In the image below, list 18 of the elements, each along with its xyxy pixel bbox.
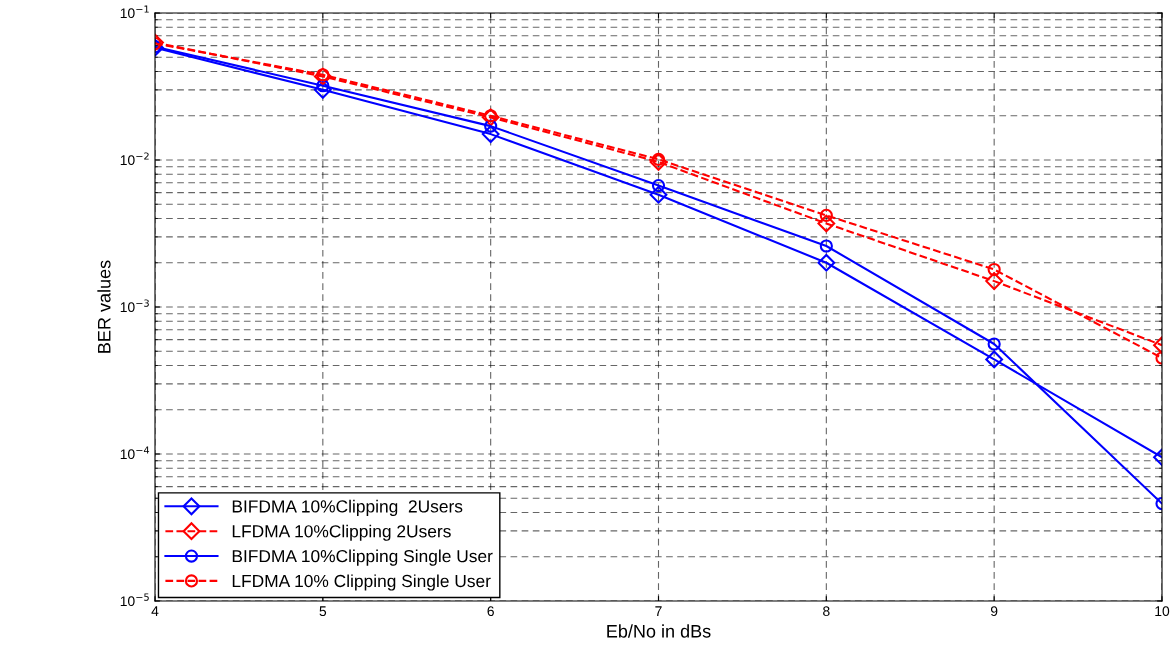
x-tick-label: 4 <box>151 606 159 616</box>
y-tick-label: 10$^{−2}$ <box>120 152 149 166</box>
x-axis-title: Eb/No in dBs <box>607 624 711 638</box>
legend-label: BIFDMA 10%Clipping Single User <box>232 549 493 566</box>
y-tick-label: 10$^{−3}$ <box>120 299 149 313</box>
x-tick-label: 6 <box>487 606 494 617</box>
legend-label: LFDMA 10%Clipping 2Users <box>232 524 451 541</box>
y-tick-label: 10$^{−4}$ <box>120 446 150 460</box>
legend-label: BIFDMA 10%Clipping 2Users <box>232 499 463 516</box>
y-tick-label: 10$^{−1}$ <box>120 5 149 19</box>
x-tick-label: 8 <box>823 606 830 617</box>
x-tick-label: 9 <box>990 606 998 617</box>
y-tick-label: 10$^{−5}$ <box>120 593 149 607</box>
x-tick-label: 7 <box>655 606 662 616</box>
x-tick-label: 5 <box>319 606 327 617</box>
legend-label: LFDMA 10% Clipping Single User <box>232 574 491 591</box>
y-axis-title: BER values <box>97 260 111 353</box>
x-tick-label: 10 <box>1155 606 1170 617</box>
